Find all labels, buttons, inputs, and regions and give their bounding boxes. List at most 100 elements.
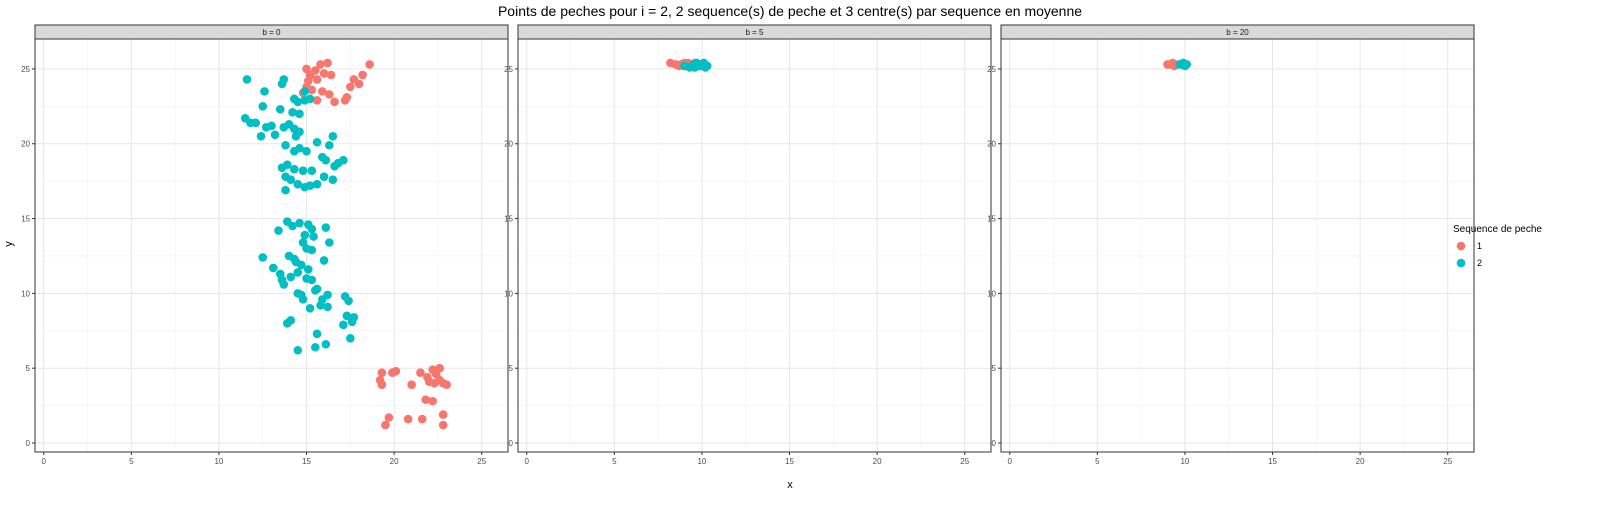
- data-point: [312, 75, 322, 84]
- legend: Sequence de peche 12: [1453, 224, 1542, 268]
- data-point: [286, 272, 296, 282]
- data-point: [312, 137, 322, 147]
- data-point: [323, 302, 332, 312]
- legend-entries: 12: [1456, 241, 1482, 268]
- data-point: [260, 87, 269, 96]
- y-tick-label: 0: [509, 439, 514, 448]
- data-point: [286, 175, 296, 184]
- legend-title: Sequence de peche: [1453, 224, 1542, 235]
- data-point: [340, 96, 350, 105]
- x-tick-label: 10: [1180, 457, 1189, 466]
- y-tick-label: 10: [21, 289, 30, 298]
- data-point: [295, 218, 304, 228]
- y-tick-label: 5: [26, 364, 31, 373]
- x-tick-label: 25: [1443, 457, 1452, 466]
- x-tick-label: 15: [785, 457, 794, 466]
- data-point: [312, 96, 322, 105]
- x-tick-label: 15: [302, 457, 311, 466]
- data-point: [323, 58, 332, 68]
- data-point: [354, 79, 364, 89]
- x-tick-label: 0: [1008, 457, 1013, 466]
- data-point: [305, 181, 315, 190]
- data-point: [319, 69, 329, 78]
- data-point: [346, 333, 355, 343]
- data-point: [416, 368, 425, 377]
- data-point: [358, 70, 367, 80]
- data-point: [281, 140, 290, 150]
- x-tick-label: 0: [525, 457, 530, 466]
- data-point: [344, 296, 353, 306]
- data-point: [365, 60, 374, 69]
- y-tick-label: 20: [987, 140, 996, 149]
- data-point: [316, 301, 325, 310]
- data-point: [309, 232, 318, 241]
- series-2: [680, 58, 712, 72]
- data-point: [391, 366, 401, 376]
- data-point: [302, 244, 311, 253]
- data-point: [288, 108, 297, 117]
- x-tick-label: 10: [697, 457, 706, 466]
- data-point: [270, 130, 280, 140]
- data-point: [442, 380, 451, 389]
- data-point: [328, 131, 338, 141]
- x-tick-label: 20: [1356, 457, 1365, 466]
- data-point: [295, 109, 304, 119]
- data-point: [286, 316, 296, 325]
- data-point: [312, 329, 322, 339]
- data-point: [242, 75, 252, 84]
- data-point: [407, 380, 416, 389]
- data-point: [435, 363, 444, 373]
- data-point: [339, 155, 348, 165]
- data-point: [274, 226, 283, 235]
- data-point: [342, 311, 352, 321]
- data-point: [275, 105, 285, 114]
- y-tick-label: 25: [21, 65, 30, 74]
- data-point: [326, 70, 336, 80]
- data-point: [349, 313, 359, 322]
- data-point: [305, 304, 315, 313]
- legend-label: 2: [1477, 258, 1482, 268]
- data-point: [690, 63, 700, 72]
- legend-entry: 2: [1456, 258, 1482, 268]
- data-point: [296, 260, 306, 270]
- data-point: [321, 339, 331, 349]
- data-point: [417, 414, 427, 424]
- data-point: [295, 143, 304, 153]
- facet-strip-label: b = 20: [1226, 28, 1249, 37]
- facet-panel: b = 5 0 5 10 15 20 25 0 5 10 15 20 25: [504, 24, 992, 466]
- y-tick-label: 5: [509, 364, 514, 373]
- y-tick-label: 20: [504, 140, 513, 149]
- data-point: [281, 185, 290, 195]
- y-tick-label: 15: [987, 215, 996, 224]
- data-point: [310, 286, 320, 295]
- data-point: [346, 82, 355, 92]
- data-point: [291, 131, 301, 141]
- facet-strip-label: b = 5: [745, 28, 764, 37]
- data-point: [310, 342, 320, 352]
- facet-panel: b = 20 0 5 10 15 20 25 0 5 10 15 20 25: [987, 24, 1475, 466]
- x-tick-label: 5: [1095, 457, 1100, 466]
- data-point: [421, 395, 430, 404]
- x-tick-label: 5: [129, 457, 134, 466]
- series-1: [1163, 58, 1181, 71]
- x-tick-label: 15: [1268, 457, 1277, 466]
- facet-strip-label: b = 0: [262, 28, 281, 37]
- facet-panels: b = 0 0 5 10 15 20 25 0 5 10 15 20 25 b = 5 0 5 10 15 20 25…: [21, 24, 1475, 466]
- legend-label: 1: [1477, 241, 1482, 251]
- data-point: [321, 155, 331, 165]
- panel-border: [34, 38, 509, 453]
- data-point: [312, 179, 322, 189]
- y-tick-label: 10: [504, 289, 513, 298]
- x-tick-label: 0: [42, 457, 47, 466]
- data-point: [300, 87, 310, 96]
- data-point: [438, 410, 448, 419]
- data-point: [256, 131, 266, 141]
- y-tick-label: 15: [504, 215, 513, 224]
- series-2: [240, 75, 359, 355]
- x-tick-label: 10: [214, 457, 223, 466]
- data-point: [305, 94, 315, 104]
- y-tick-label: 0: [992, 439, 997, 448]
- data-point: [325, 140, 334, 150]
- data-point: [282, 160, 292, 169]
